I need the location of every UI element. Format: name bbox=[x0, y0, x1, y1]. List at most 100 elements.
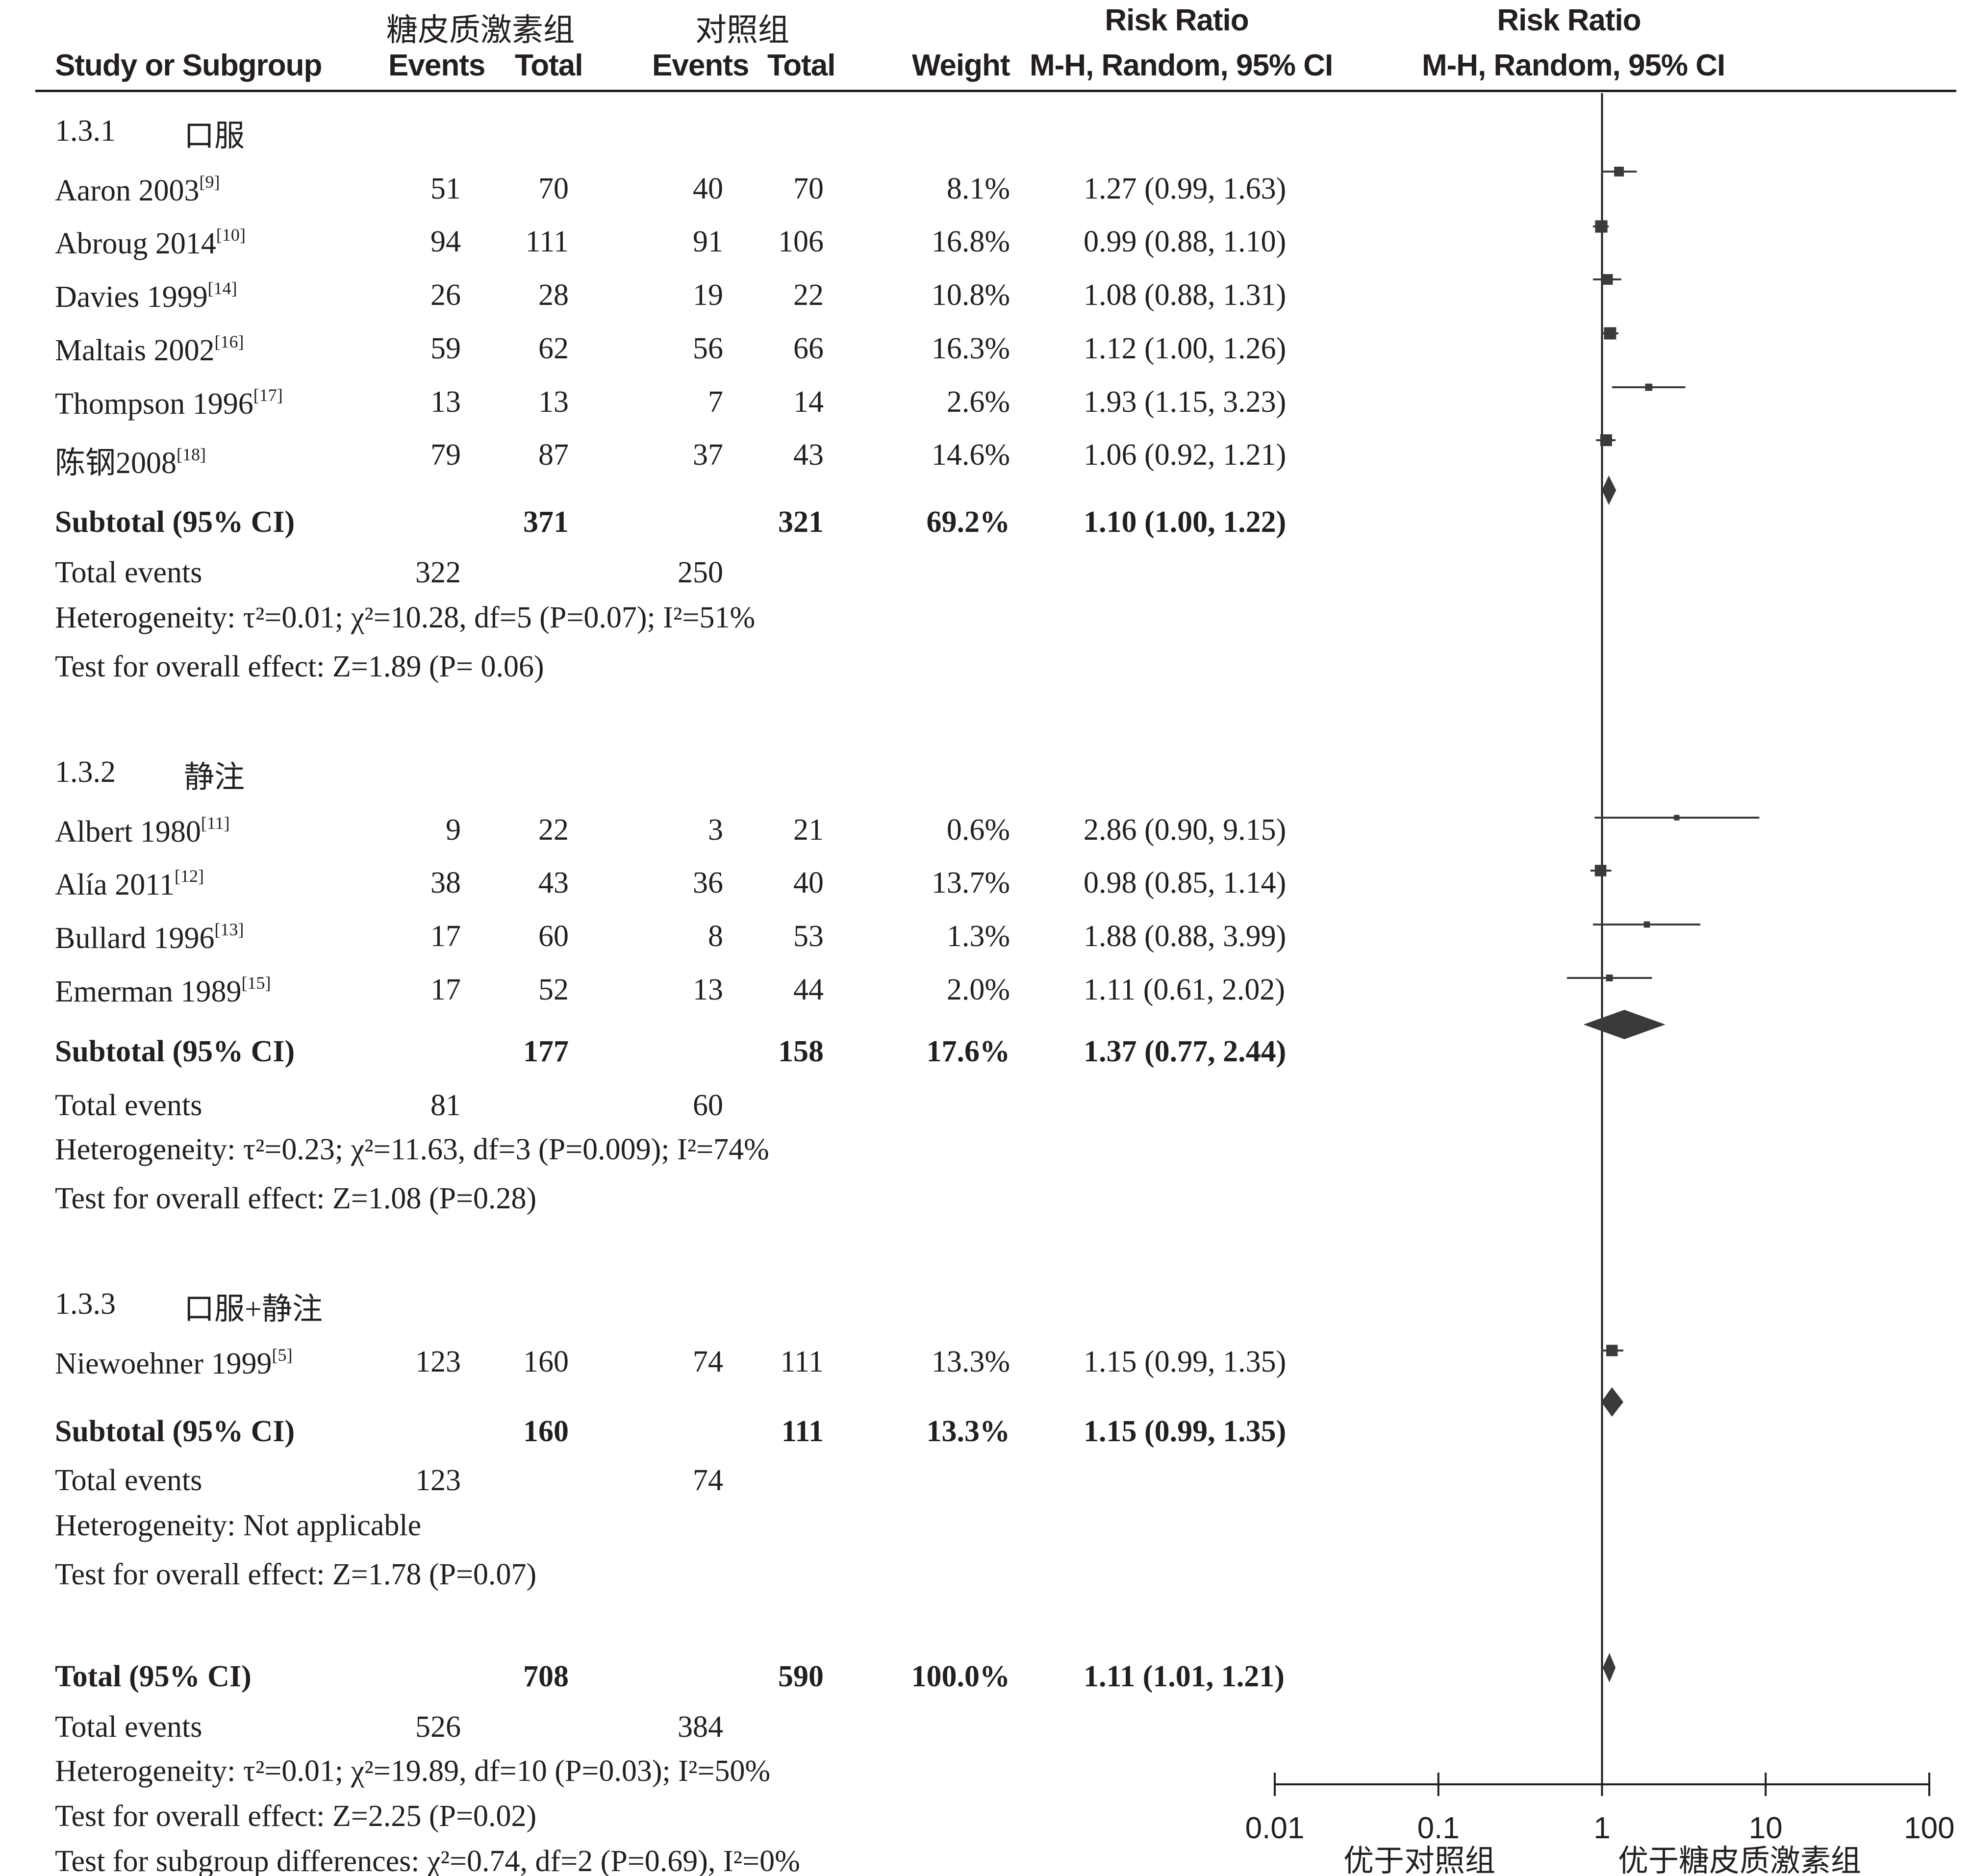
x-tick-label: 0.01 bbox=[1245, 1811, 1305, 1845]
subtotal-ci: 1.37 (0.77, 2.44) bbox=[1084, 1035, 1287, 1068]
exp-events: 9 bbox=[446, 813, 461, 847]
risk-ratio-ci: 1.08 (0.88, 1.31) bbox=[1084, 278, 1287, 312]
exp-events: 59 bbox=[430, 332, 461, 365]
study-ref: [9] bbox=[199, 172, 220, 192]
ctl-events: 3 bbox=[708, 813, 723, 847]
study-ref: [14] bbox=[207, 278, 237, 298]
study-ref: [12] bbox=[174, 866, 204, 886]
study-square-marker bbox=[1606, 1345, 1618, 1356]
weight: 2.6% bbox=[946, 385, 1010, 419]
study-name: Emerman 1989 bbox=[55, 975, 242, 1008]
study-name: 陈钢2008 bbox=[55, 447, 177, 480]
weight: 13.7% bbox=[931, 866, 1010, 900]
weight: 10.8% bbox=[931, 278, 1010, 312]
subtotal-label: Subtotal (95% CI) bbox=[55, 1415, 295, 1448]
total-events-ctl: 250 bbox=[678, 556, 723, 589]
overall-effect-text: Test for overall effect: Z=1.08 (P=0.28) bbox=[55, 1182, 537, 1215]
study-square-marker bbox=[1674, 815, 1680, 821]
study-name: Maltais 2002 bbox=[55, 334, 215, 367]
subtotal-label: Subtotal (95% CI) bbox=[55, 1035, 295, 1068]
exp-events: 79 bbox=[430, 438, 461, 472]
ctl-events: 13 bbox=[693, 973, 723, 1006]
pooled-diamond bbox=[1583, 1010, 1666, 1039]
x-tick-label: 100 bbox=[1904, 1811, 1954, 1845]
subgroup-id: 1.3.3 bbox=[55, 1287, 116, 1321]
study-square-marker bbox=[1602, 274, 1613, 285]
ctl-total: 43 bbox=[793, 438, 824, 472]
risk-ratio-ci: 1.93 (1.15, 3.23) bbox=[1084, 385, 1287, 419]
risk-ratio-ci: 1.15 (0.99, 1.35) bbox=[1084, 1345, 1287, 1378]
study-square-marker bbox=[1606, 975, 1613, 981]
subtotal-ctl-total: 111 bbox=[781, 1415, 824, 1448]
study-square-marker bbox=[1595, 220, 1608, 233]
heterogeneity-text: Heterogeneity: τ²=0.01; χ²=10.28, df=5 (… bbox=[55, 601, 756, 634]
study-square-marker bbox=[1614, 167, 1624, 176]
ctl-total: 53 bbox=[793, 920, 824, 953]
study-ref: [10] bbox=[216, 225, 246, 245]
subtotal-label: Subtotal (95% CI) bbox=[55, 505, 295, 539]
exp-total: 160 bbox=[523, 1345, 569, 1378]
exp-total: 70 bbox=[538, 172, 569, 205]
subtotal-weight: 17.6% bbox=[926, 1035, 1010, 1068]
ctl-total: 44 bbox=[793, 973, 824, 1006]
ctl-events: 91 bbox=[693, 225, 723, 258]
exp-total: 62 bbox=[538, 332, 569, 365]
study-name: Aaron 2003 bbox=[55, 174, 200, 207]
subtotal-ci: 1.15 (0.99, 1.35) bbox=[1084, 1415, 1287, 1448]
pooled-diamond bbox=[1602, 1653, 1616, 1682]
exp-total: 43 bbox=[538, 866, 569, 900]
ctl-events: 56 bbox=[693, 332, 723, 365]
exp-events: 13 bbox=[430, 385, 461, 419]
weight: 0.6% bbox=[946, 813, 1010, 847]
risk-ratio-ci: 1.27 (0.99, 1.63) bbox=[1084, 172, 1287, 205]
study-name: Davies 1999 bbox=[55, 280, 208, 314]
subgroup-differences-text: Test for subgroup differences: χ²=0.74, … bbox=[55, 1845, 800, 1876]
subtotal-weight: 13.3% bbox=[926, 1415, 1010, 1448]
ctl-total: 70 bbox=[793, 172, 824, 205]
header-weight: Weight bbox=[912, 49, 1010, 82]
overall-effect-text: Test for overall effect: Z=1.78 (P=0.07) bbox=[55, 1558, 537, 1591]
weight: 16.3% bbox=[931, 332, 1010, 365]
subtotal-exp-total: 160 bbox=[523, 1415, 569, 1448]
study-square-marker bbox=[1594, 865, 1607, 876]
subtotal-ctl-total: 321 bbox=[778, 505, 824, 539]
ctl-total: 40 bbox=[793, 866, 824, 900]
study-ref: [15] bbox=[241, 973, 271, 993]
study-ref: [11] bbox=[201, 813, 230, 833]
study-ref: [5] bbox=[272, 1345, 293, 1365]
total-events-label: Total events bbox=[55, 1710, 202, 1744]
total-events-ctl: 74 bbox=[693, 1464, 723, 1497]
header-study: Study or Subgroup bbox=[55, 49, 322, 82]
x-tick-label: 1 bbox=[1593, 1811, 1610, 1845]
total-events-label: Total events bbox=[55, 556, 202, 589]
total-events-exp: 322 bbox=[415, 556, 461, 589]
exp-total: 22 bbox=[538, 813, 569, 847]
ctl-events: 19 bbox=[693, 278, 723, 312]
study-ref: [13] bbox=[214, 920, 244, 939]
ctl-events: 74 bbox=[693, 1345, 723, 1378]
subtotal-ctl-total: 158 bbox=[778, 1035, 824, 1068]
subgroup-name: 口服 bbox=[184, 120, 245, 153]
risk-ratio-ci: 1.06 (0.92, 1.21) bbox=[1084, 438, 1287, 472]
weight: 1.3% bbox=[946, 920, 1010, 953]
subgroup-id: 1.3.2 bbox=[55, 755, 116, 789]
overall-label: Total (95% CI) bbox=[55, 1660, 252, 1693]
overall-exp-total: 708 bbox=[523, 1660, 569, 1693]
risk-ratio-ci: 0.98 (0.85, 1.14) bbox=[1084, 866, 1287, 900]
ctl-total: 22 bbox=[793, 278, 824, 312]
exp-events: 94 bbox=[430, 225, 461, 258]
header-plot-method: M-H, Random, 95% CI bbox=[1422, 49, 1725, 82]
overall-ctl-total: 590 bbox=[778, 1660, 824, 1693]
subgroup-name: 静注 bbox=[184, 761, 245, 794]
heterogeneity-text: Heterogeneity: Not applicable bbox=[55, 1509, 422, 1542]
total-events-ctl: 60 bbox=[693, 1089, 723, 1122]
header-ctl-events: Events bbox=[652, 49, 749, 82]
total-events-exp: 81 bbox=[430, 1089, 461, 1122]
exp-total: 13 bbox=[538, 385, 569, 419]
study-name: Albert 1980 bbox=[55, 815, 201, 849]
total-events-label: Total events bbox=[55, 1464, 202, 1497]
subtotal-exp-total: 177 bbox=[523, 1035, 569, 1068]
study-name: Alía 2011 bbox=[55, 868, 175, 901]
risk-ratio-ci: 2.86 (0.90, 9.15) bbox=[1084, 813, 1287, 847]
exp-events: 17 bbox=[430, 920, 461, 953]
